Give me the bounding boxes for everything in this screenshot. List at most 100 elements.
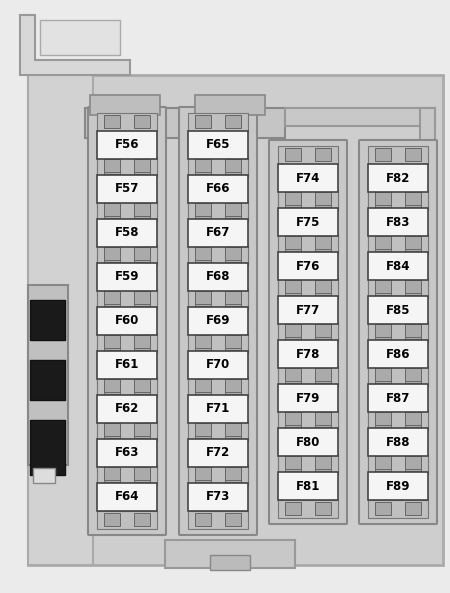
- Bar: [188, 247, 248, 265]
- Bar: [278, 410, 338, 428]
- Bar: [188, 351, 248, 379]
- Bar: [278, 366, 338, 384]
- Bar: [278, 280, 338, 298]
- Bar: [375, 192, 391, 205]
- Text: F60: F60: [115, 314, 139, 327]
- Text: F67: F67: [206, 227, 230, 240]
- Bar: [195, 247, 211, 260]
- Bar: [97, 219, 157, 247]
- Bar: [368, 252, 428, 280]
- Bar: [405, 238, 421, 251]
- Bar: [278, 236, 338, 254]
- Bar: [97, 175, 157, 203]
- Bar: [315, 370, 331, 382]
- Bar: [278, 384, 338, 412]
- Bar: [195, 159, 211, 171]
- Bar: [134, 381, 150, 394]
- Bar: [285, 370, 301, 382]
- Text: F81: F81: [296, 480, 320, 493]
- Bar: [195, 513, 211, 525]
- Bar: [188, 203, 248, 221]
- Bar: [104, 381, 120, 394]
- Bar: [97, 131, 157, 159]
- Bar: [30, 420, 65, 475]
- Bar: [134, 247, 150, 260]
- Bar: [315, 236, 331, 248]
- Bar: [97, 291, 157, 309]
- Bar: [285, 236, 301, 248]
- Text: F61: F61: [115, 359, 139, 371]
- Bar: [188, 395, 248, 423]
- Text: F74: F74: [296, 171, 320, 184]
- Bar: [368, 412, 428, 430]
- Text: F58: F58: [115, 227, 139, 240]
- Bar: [134, 513, 150, 525]
- Polygon shape: [20, 15, 130, 75]
- Bar: [278, 368, 338, 386]
- Bar: [225, 467, 241, 480]
- Bar: [225, 115, 241, 127]
- Bar: [375, 324, 391, 337]
- Bar: [375, 414, 391, 426]
- Bar: [104, 469, 120, 482]
- Bar: [368, 384, 428, 412]
- Bar: [134, 291, 150, 304]
- Bar: [188, 421, 248, 439]
- Bar: [278, 412, 338, 430]
- Bar: [368, 296, 428, 324]
- Bar: [188, 289, 248, 307]
- Text: F86: F86: [386, 347, 410, 361]
- Bar: [278, 192, 338, 210]
- Bar: [97, 351, 157, 379]
- Bar: [195, 203, 211, 216]
- Bar: [195, 115, 211, 127]
- Bar: [195, 205, 211, 218]
- Bar: [368, 366, 428, 384]
- Bar: [195, 467, 211, 480]
- Bar: [285, 324, 301, 337]
- Bar: [225, 425, 241, 438]
- Bar: [134, 425, 150, 438]
- Bar: [225, 335, 241, 347]
- Bar: [195, 379, 211, 391]
- Bar: [97, 307, 157, 335]
- Bar: [104, 115, 120, 127]
- Bar: [188, 333, 248, 351]
- Bar: [375, 458, 391, 471]
- Bar: [104, 423, 120, 436]
- Bar: [30, 360, 65, 400]
- Bar: [405, 370, 421, 382]
- Bar: [195, 249, 211, 262]
- Bar: [195, 337, 211, 350]
- Bar: [195, 425, 211, 438]
- Bar: [40, 20, 120, 55]
- Bar: [195, 469, 211, 482]
- Text: F85: F85: [386, 304, 410, 317]
- Bar: [368, 454, 428, 472]
- Bar: [188, 201, 248, 219]
- Bar: [188, 465, 248, 483]
- Bar: [315, 148, 331, 161]
- Bar: [134, 379, 150, 391]
- Bar: [278, 208, 338, 236]
- Bar: [368, 278, 428, 296]
- Bar: [225, 293, 241, 305]
- Bar: [278, 322, 338, 340]
- FancyBboxPatch shape: [269, 140, 347, 524]
- Bar: [165, 540, 295, 568]
- Bar: [195, 95, 265, 115]
- Bar: [97, 263, 157, 291]
- Bar: [225, 381, 241, 394]
- Bar: [278, 454, 338, 472]
- Bar: [285, 458, 301, 471]
- Bar: [134, 467, 150, 480]
- Bar: [368, 324, 428, 342]
- Bar: [104, 513, 120, 525]
- Text: F69: F69: [206, 314, 230, 327]
- Bar: [134, 161, 150, 174]
- Bar: [315, 194, 331, 206]
- Bar: [278, 472, 338, 500]
- Bar: [195, 161, 211, 174]
- Bar: [104, 425, 120, 438]
- Bar: [278, 456, 338, 474]
